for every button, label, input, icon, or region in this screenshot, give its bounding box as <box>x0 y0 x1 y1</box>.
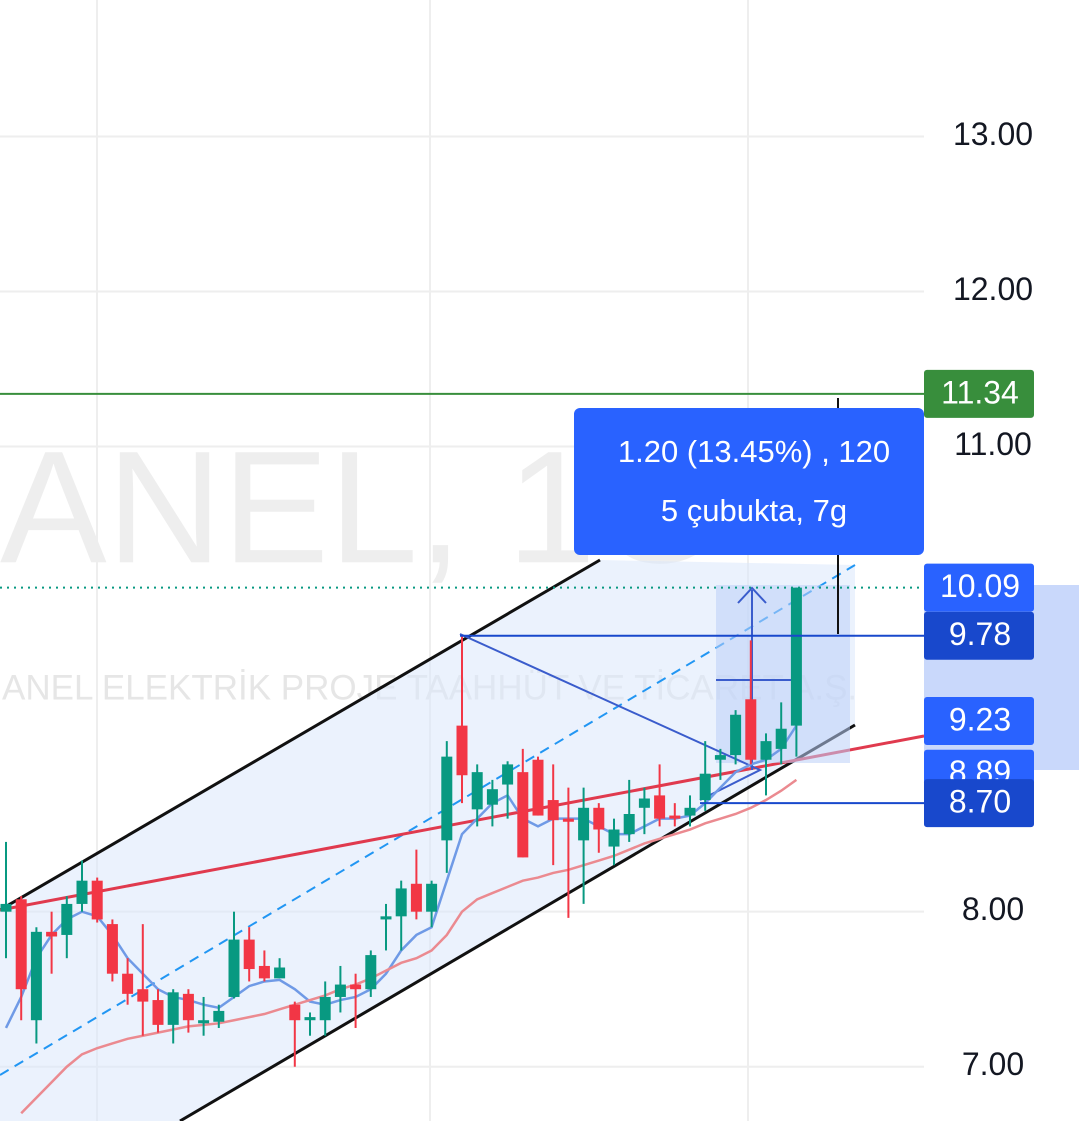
price-tag-label: 9.78 <box>949 616 1011 652</box>
candle-body <box>623 814 635 835</box>
candle-body <box>243 939 255 970</box>
y-tick-label: 7.00 <box>962 1046 1024 1082</box>
price-tag <box>924 779 1034 828</box>
candle-body <box>790 587 802 726</box>
channel-fill <box>0 560 855 1121</box>
measure-arrow-head <box>737 586 767 604</box>
candle-body <box>213 1010 225 1022</box>
candle-body <box>547 800 559 821</box>
candle-body <box>106 924 118 974</box>
data-layer <box>0 392 924 1115</box>
channel-mid <box>0 564 856 1076</box>
candle-body <box>61 903 73 935</box>
y-tick-label: 8.00 <box>962 891 1024 927</box>
candle-body <box>289 1004 301 1021</box>
candle-body <box>714 755 726 760</box>
candle-body <box>654 795 666 819</box>
candle-body <box>669 815 681 819</box>
candle-body <box>76 880 88 904</box>
candle-body <box>562 818 574 822</box>
candle-body <box>182 993 194 1021</box>
candle-body <box>167 992 179 1025</box>
candle-body <box>0 903 12 912</box>
candle-body <box>122 973 134 994</box>
candle-body <box>410 883 422 912</box>
candle-body <box>730 714 742 756</box>
candle-body <box>608 829 620 847</box>
y-tick-label: 13.00 <box>953 116 1033 152</box>
candle-body <box>638 798 650 808</box>
candle-body <box>46 931 58 937</box>
candle-body <box>15 899 27 990</box>
measure-line2: 5 çubukta, 7g <box>661 493 847 528</box>
pattern-line <box>459 633 763 801</box>
candle-body <box>319 996 331 1021</box>
candle-body <box>486 789 498 805</box>
trend-line <box>0 734 925 912</box>
candle-body <box>137 989 149 1002</box>
candle-body <box>502 764 514 785</box>
price-tag-label: 9.23 <box>949 701 1011 737</box>
candle-body <box>274 967 286 979</box>
candle-body <box>471 772 483 810</box>
price-tag <box>924 563 1034 612</box>
candle-body <box>152 1000 164 1025</box>
candle-body <box>426 883 438 912</box>
candle-body <box>380 916 392 920</box>
channel-lower <box>179 723 856 1121</box>
measure-box <box>574 408 924 555</box>
candle-body <box>334 984 346 997</box>
candle-body <box>699 773 711 801</box>
candle-body <box>91 880 103 920</box>
candle-body <box>258 965 270 979</box>
channel-upper <box>0 558 601 912</box>
candle-body <box>30 931 42 1021</box>
candle-body <box>684 807 696 816</box>
price-axis: 13.00 12.00 11.00 8.00 7.00 11.34 10.09 9.78 9.2… <box>924 0 1079 1121</box>
candle-body <box>578 807 590 841</box>
moving-average <box>4 724 798 1029</box>
axis-background <box>924 0 1079 1121</box>
candle-body <box>532 759 544 816</box>
y-tick-label: 12.00 <box>953 271 1033 307</box>
candle-body <box>745 699 757 760</box>
candle-body <box>365 955 377 990</box>
candle-body <box>775 728 787 749</box>
price-tag-label: 11.34 <box>941 374 1019 410</box>
y-tick-label: 11.00 <box>954 426 1032 462</box>
price-tag <box>924 696 1034 745</box>
price-tag <box>924 369 1034 418</box>
candle-body <box>760 741 772 760</box>
candle-body <box>228 939 240 997</box>
price-tag <box>924 611 1034 660</box>
candle-body <box>441 756 453 841</box>
candle-body <box>395 888 407 917</box>
moving-average <box>20 778 798 1115</box>
measure-line1: 1.20 (13.45%) , 120 <box>618 434 890 469</box>
candle-body <box>593 807 605 830</box>
price-tag-label: 10.09 <box>940 568 1020 604</box>
candle-body <box>517 772 529 858</box>
price-tag-label: 8.70 <box>949 784 1011 820</box>
candle-body <box>456 725 468 776</box>
candle-body <box>198 1020 210 1024</box>
candle-body <box>304 1017 316 1021</box>
candle-body <box>350 984 362 990</box>
